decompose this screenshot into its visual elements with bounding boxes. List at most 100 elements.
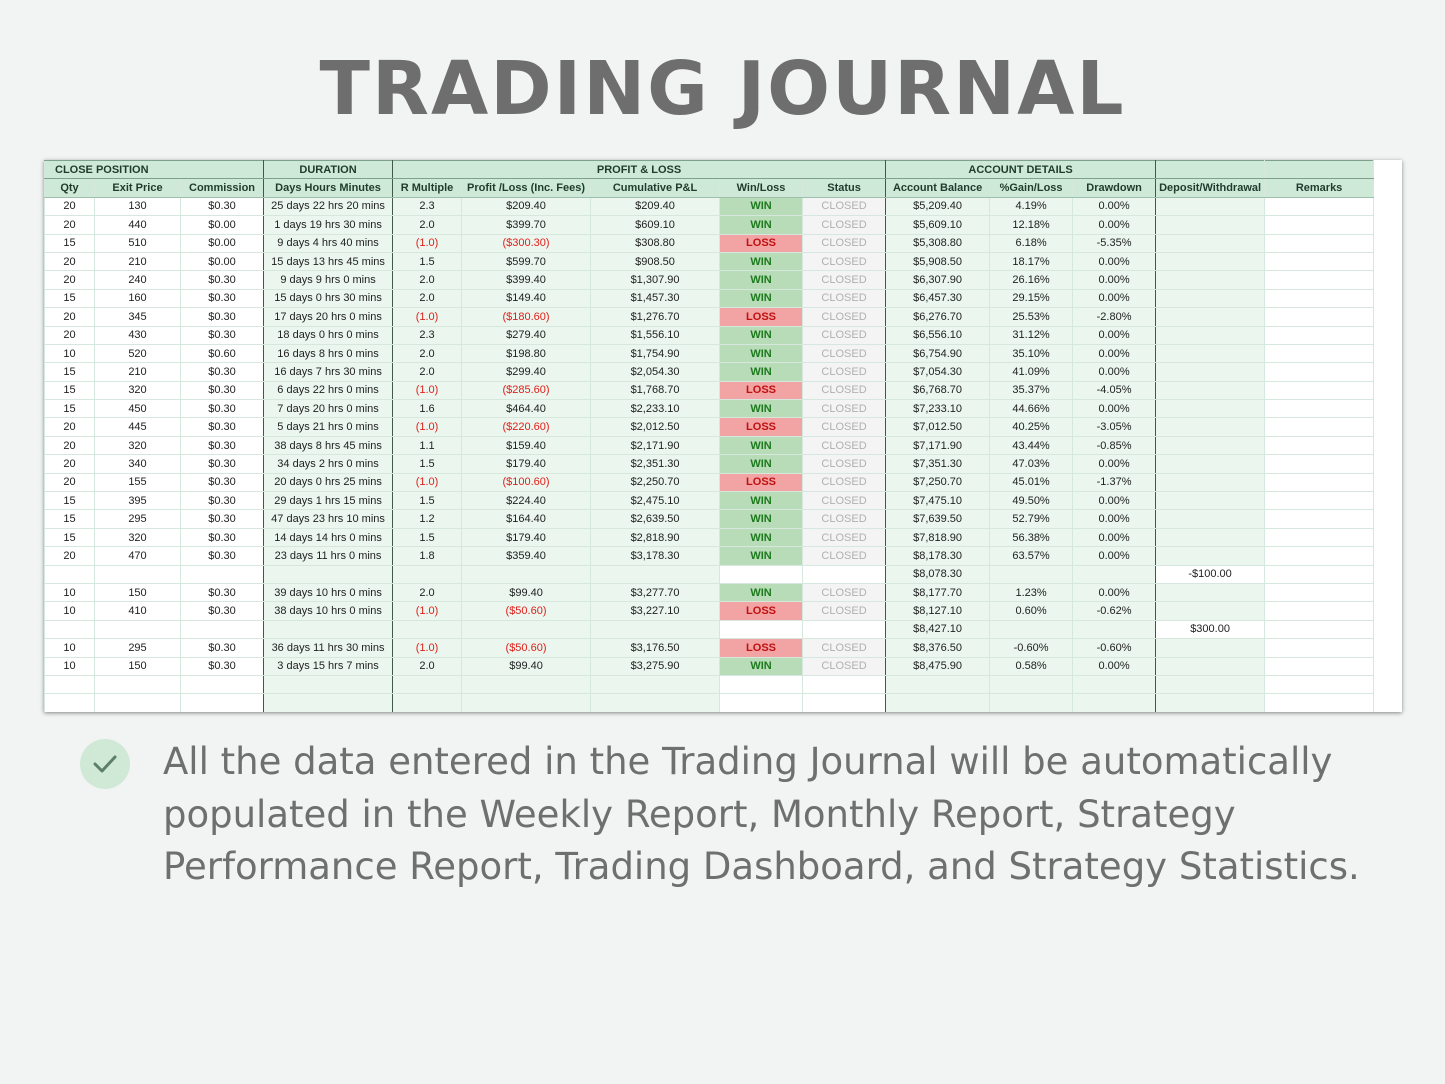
cell-exit-price[interactable]: 345 [94, 307, 181, 327]
cell-remarks[interactable] [1264, 435, 1375, 456]
col-account-balance[interactable]: Account Balance [885, 178, 991, 198]
cell-profit-loss[interactable]: $279.40 [461, 325, 592, 345]
cell-status[interactable]: CLOSED [802, 270, 887, 290]
cell-profit-loss[interactable] [461, 564, 592, 584]
cell-profit-loss[interactable]: $99.40 [461, 582, 592, 603]
cell-r-multiple[interactable]: 2.0 [392, 215, 463, 235]
cell-drawdown[interactable]: 0.00% [1072, 288, 1157, 309]
cell-r-multiple[interactable]: (1.0) [392, 380, 463, 401]
cell-r-multiple[interactable]: (1.0) [392, 233, 463, 253]
cell-qty[interactable] [44, 564, 95, 584]
cell-cumulative-pl[interactable]: $1,556.10 [590, 325, 721, 345]
cell-qty[interactable]: 15 [44, 362, 95, 382]
cell-cumulative-pl[interactable]: $609.10 [590, 215, 721, 235]
cell-commission[interactable]: $0.00 [179, 233, 265, 253]
cell-drawdown[interactable]: 0.00% [1072, 215, 1157, 235]
cell-status[interactable]: CLOSED [802, 288, 887, 309]
cell-exit-price[interactable]: 320 [94, 380, 181, 401]
cell-status[interactable]: CLOSED [802, 472, 887, 493]
cell-r-multiple[interactable]: 2.3 [392, 196, 463, 217]
cell-duration[interactable]: 7 days 20 hrs 0 mins [263, 399, 394, 419]
cell-gain-loss[interactable]: 47.03% [989, 454, 1074, 474]
cell-win-loss[interactable] [719, 693, 804, 712]
cell-qty[interactable]: 15 [44, 380, 95, 401]
cell-commission[interactable]: $0.30 [179, 380, 265, 401]
cell-exit-price[interactable]: 440 [94, 215, 181, 235]
cell-exit-price[interactable]: 445 [94, 417, 181, 437]
col-r-multiple[interactable]: R Multiple [392, 178, 463, 198]
cell-deposit-withdrawal[interactable] [1155, 215, 1266, 235]
cell-profit-loss[interactable]: $464.40 [461, 399, 592, 419]
cell-commission[interactable] [179, 619, 265, 640]
cell-deposit-withdrawal[interactable] [1155, 343, 1266, 364]
cell-exit-price[interactable]: 295 [94, 638, 181, 658]
cell-qty[interactable]: 20 [44, 270, 95, 290]
cell-account-balance[interactable]: $7,171.90 [885, 435, 991, 456]
cell-duration[interactable] [263, 674, 394, 695]
cell-qty[interactable]: 10 [44, 343, 95, 364]
cell-account-balance[interactable]: $5,209.40 [885, 196, 991, 217]
cell-qty[interactable]: 20 [44, 472, 95, 493]
cell-r-multiple[interactable]: 1.5 [392, 454, 463, 474]
cell-drawdown[interactable]: 0.00% [1072, 325, 1157, 345]
cell-drawdown[interactable]: -2.80% [1072, 307, 1157, 327]
cell-remarks[interactable] [1264, 674, 1375, 695]
cell-remarks[interactable] [1264, 601, 1375, 621]
cell-status[interactable]: CLOSED [802, 233, 887, 253]
cell-commission[interactable]: $0.30 [179, 491, 265, 511]
cell-exit-price[interactable] [94, 564, 181, 584]
cell-profit-loss[interactable]: $179.40 [461, 527, 592, 548]
cell-cumulative-pl[interactable]: $209.40 [590, 196, 721, 217]
cell-cumulative-pl[interactable]: $308.80 [590, 233, 721, 253]
cell-deposit-withdrawal[interactable] [1155, 307, 1266, 327]
cell-deposit-withdrawal[interactable] [1155, 380, 1266, 401]
cell-duration[interactable]: 47 days 23 hrs 10 mins [263, 509, 394, 529]
cell-gain-loss[interactable]: -0.60% [989, 638, 1074, 658]
cell-win-loss[interactable]: WIN [719, 196, 804, 217]
cell-deposit-withdrawal[interactable] [1155, 582, 1266, 603]
cell-drawdown[interactable]: 0.00% [1072, 362, 1157, 382]
col-duration[interactable]: Days Hours Minutes [263, 178, 394, 198]
cell-qty[interactable] [44, 619, 95, 640]
cell-commission[interactable] [179, 564, 265, 584]
cell-deposit-withdrawal[interactable] [1155, 472, 1266, 493]
cell-r-multiple[interactable]: (1.0) [392, 638, 463, 658]
cell-commission[interactable]: $0.30 [179, 601, 265, 621]
cell-account-balance[interactable]: $8,376.50 [885, 638, 991, 658]
cell-profit-loss[interactable]: $224.40 [461, 491, 592, 511]
cell-cumulative-pl[interactable]: $2,639.50 [590, 509, 721, 529]
col-gain-loss[interactable]: %Gain/Loss [989, 178, 1074, 198]
cell-remarks[interactable] [1264, 527, 1375, 548]
cell-duration[interactable]: 18 days 0 hrs 0 mins [263, 325, 394, 345]
cell-deposit-withdrawal[interactable] [1155, 362, 1266, 382]
cell-duration[interactable]: 20 days 0 hrs 25 mins [263, 472, 394, 493]
cell-profit-loss[interactable]: $299.40 [461, 362, 592, 382]
cell-remarks[interactable] [1264, 399, 1375, 419]
cell-qty[interactable]: 20 [44, 215, 95, 235]
cell-win-loss[interactable]: WIN [719, 546, 804, 566]
cell-deposit-withdrawal[interactable] [1155, 491, 1266, 511]
cell-account-balance[interactable]: $7,012.50 [885, 417, 991, 437]
cell-exit-price[interactable] [94, 674, 181, 695]
cell-commission[interactable]: $0.30 [179, 417, 265, 437]
cell-cumulative-pl[interactable]: $908.50 [590, 251, 721, 272]
col-profit-loss[interactable]: Profit /Loss (Inc. Fees) [461, 178, 592, 198]
cell-cumulative-pl[interactable]: $2,818.90 [590, 527, 721, 548]
cell-gain-loss[interactable]: 52.79% [989, 509, 1074, 529]
cell-drawdown[interactable]: 0.00% [1072, 196, 1157, 217]
cell-cumulative-pl[interactable]: $1,754.90 [590, 343, 721, 364]
cell-drawdown[interactable]: 0.00% [1072, 491, 1157, 511]
cell-deposit-withdrawal[interactable] [1155, 601, 1266, 621]
cell-account-balance[interactable]: $7,054.30 [885, 362, 991, 382]
cell-drawdown[interactable]: 0.00% [1072, 454, 1157, 474]
cell-gain-loss[interactable]: 1.23% [989, 582, 1074, 603]
cell-duration[interactable]: 38 days 10 hrs 0 mins [263, 601, 394, 621]
cell-cumulative-pl[interactable]: $3,176.50 [590, 638, 721, 658]
cell-status[interactable]: CLOSED [802, 380, 887, 401]
cell-win-loss[interactable]: WIN [719, 435, 804, 456]
cell-gain-loss[interactable]: 18.17% [989, 251, 1074, 272]
cell-drawdown[interactable] [1072, 564, 1157, 584]
cell-gain-loss[interactable] [989, 619, 1074, 640]
cell-remarks[interactable] [1264, 362, 1375, 382]
cell-deposit-withdrawal[interactable] [1155, 454, 1266, 474]
